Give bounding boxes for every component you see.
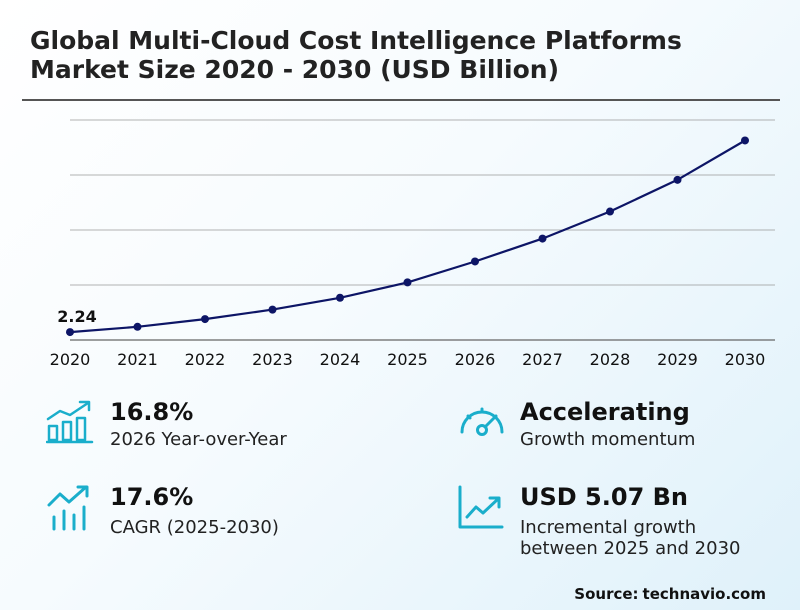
data-labels: 2.24 [57,307,96,326]
x-tick-label: 2026 [455,350,496,369]
data-point [268,305,277,314]
stat-yoy-desc: 2026 Year-over-Year [110,429,287,450]
stat-cagr: 17.6% CAGR (2025-2030) [46,483,376,543]
x-tick-label: 2024 [320,350,361,369]
data-point [741,136,749,145]
series-line [69,139,746,334]
data-point [133,322,142,331]
source-name: technavio.com [642,585,766,603]
chart-title: Global Multi-Cloud Cost Intelligence Pla… [30,26,682,84]
x-tick-label: 2021 [117,350,158,369]
data-point [673,175,682,184]
x-tick-label: 2020 [50,350,91,369]
title-divider [22,99,780,101]
data-point [403,278,412,287]
data-point [471,257,479,266]
stat-incremental-desc: Incremental growth between 2025 and 2030 [520,517,741,559]
data-point [336,293,344,302]
data-point [538,234,547,243]
line-chart: 2020 2021 2022 2023 2024 2025 2026 2027 2028 2029… [50,119,775,369]
x-axis-ticks: 2020 2021 2022 2023 2024 2025 2026 2027 2028 2029… [50,350,766,369]
stat-incremental-value: USD 5.07 Bn [520,483,688,511]
data-points [66,136,749,337]
stat-momentum: Accelerating Growth momentum [456,398,776,458]
x-tick-label: 2027 [522,350,563,369]
source-credit: Source: technavio.com [574,585,766,603]
x-tick-label: 2028 [590,350,631,369]
gridlines [70,119,775,341]
data-point [66,328,74,337]
x-tick-label: 2029 [657,350,698,369]
data-point [201,315,209,324]
stat-momentum-value: Accelerating [520,398,690,426]
stat-cagr-value: 17.6% [110,483,194,511]
source-label: Source: [574,585,639,603]
x-tick-label: 2030 [725,350,766,369]
stat-yoy-value: 16.8% [110,398,194,426]
trend-bars-icon [47,485,89,531]
data-point [606,207,614,216]
stat-incremental: USD 5.07 Bn Incremental growth between 2… [456,483,776,563]
x-tick-label: 2023 [252,350,293,369]
stat-yoy: 16.8% 2026 Year-over-Year [46,398,376,458]
stat-momentum-desc: Growth momentum [520,429,696,450]
x-tick-label: 2025 [387,350,428,369]
x-tick-label: 2022 [185,350,226,369]
line-chart-up-icon [458,485,504,529]
bar-chart-rising-icon [46,400,94,444]
stat-cagr-desc: CAGR (2025-2030) [110,517,279,538]
data-label: 2.24 [57,307,96,326]
speedometer-icon [460,407,504,436]
